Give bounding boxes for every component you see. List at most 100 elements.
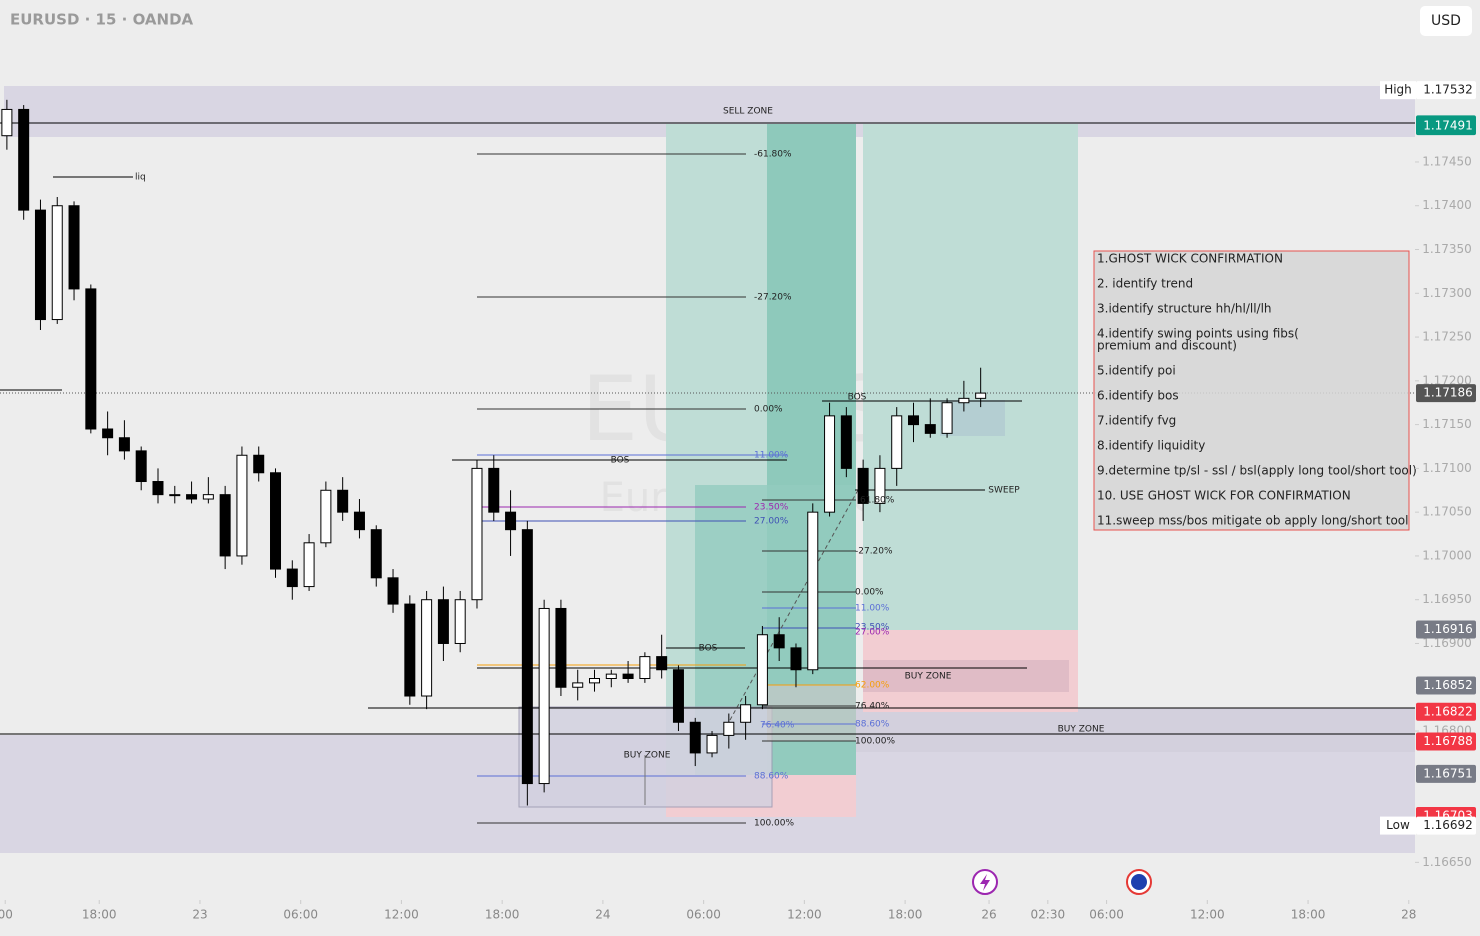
candle-body <box>941 402 953 434</box>
x-tick-label: 28 <box>1401 908 1416 922</box>
candle-body <box>320 489 332 544</box>
candle-body <box>270 472 282 570</box>
candle-body <box>387 577 399 605</box>
y-tick-label: 1.17200 <box>1422 373 1472 387</box>
price-badge-label: 1.16916 <box>1423 622 1473 636</box>
y-tick-label: 1.17450 <box>1422 154 1472 168</box>
y-tick-label: 1.17000 <box>1422 548 1472 562</box>
x-tick-label: 18:00 <box>82 908 117 922</box>
currency-button[interactable] <box>1420 6 1472 36</box>
candle-body <box>656 656 668 671</box>
annotation: SWEEP <box>988 486 1020 496</box>
price-badge <box>1416 676 1476 695</box>
candle-body <box>421 599 433 697</box>
fib-label: 27.00% <box>754 517 789 527</box>
candle-body <box>353 511 365 531</box>
fib-label: 0.00% <box>855 588 884 598</box>
symbol-title: EURUSD · 15 · OANDA <box>10 11 194 29</box>
candle-body <box>891 415 903 469</box>
note-line: 6.identify bos <box>1097 389 1179 403</box>
candle-body <box>152 481 164 496</box>
x-tick-label: 12:00 <box>384 908 419 922</box>
candle-body <box>219 494 231 557</box>
fib-trend <box>729 489 859 721</box>
candle-body <box>555 607 567 688</box>
x-tick-label: 06:00 <box>283 908 318 922</box>
candle-body <box>740 704 752 723</box>
currency-button-label[interactable]: USD <box>1431 13 1461 29</box>
price-badge <box>1416 702 1476 721</box>
y-tick-label: 1.17100 <box>1422 461 1472 475</box>
x-tick-label: 18:00 <box>1291 908 1326 922</box>
candle-body <box>773 634 785 649</box>
x-tick-label: 26 <box>981 908 996 922</box>
notes-box <box>1093 250 1410 531</box>
x-tick-label: 24 <box>595 908 610 922</box>
candle-body <box>589 678 601 684</box>
candle-body <box>975 392 987 399</box>
candle-body <box>857 467 869 504</box>
candle-body <box>572 682 584 688</box>
fib-label: -27.20% <box>855 547 893 557</box>
buy-zone <box>863 660 1069 692</box>
price-badge <box>1416 620 1476 639</box>
y-tick-label: 1.17150 <box>1422 417 1472 431</box>
candle-body <box>437 599 449 644</box>
note-line: 5.identify poi <box>1097 364 1176 378</box>
notes: 1.GHOST WICK CONFIRMATION 2. identify tre… <box>1097 252 1417 528</box>
annotation: BUY ZONE <box>1058 725 1105 735</box>
price-tag: Low <box>1386 818 1410 832</box>
candle-body <box>790 647 802 671</box>
note-line: 10. USE GHOST WICK FOR CONFIRMATION <box>1097 489 1351 503</box>
candle-body <box>34 209 46 321</box>
price-badge-label: 1.16692 <box>1423 818 1473 832</box>
candle-body <box>874 467 886 504</box>
candle-body <box>337 489 349 513</box>
y-tick-label: 1.17250 <box>1422 330 1472 344</box>
candle-body <box>169 494 181 497</box>
price-badge-label: 1.16788 <box>1423 734 1473 748</box>
note-line: 4.identify swing points using fibs( <box>1097 327 1299 341</box>
price-tag: High <box>1384 83 1412 97</box>
fib-label: 23.50% <box>754 503 789 513</box>
y-tick-label: 1.17050 <box>1422 505 1472 519</box>
annotation: liq <box>135 173 146 183</box>
candle-body <box>471 467 483 601</box>
candle-body <box>404 603 416 697</box>
annotation: BOS <box>611 456 630 466</box>
fib-label: 100.00% <box>855 737 895 747</box>
note-line: 9.determine tp/sl - ssl / bsl(apply long… <box>1097 464 1417 478</box>
candle-body <box>706 734 718 754</box>
y-tick-label: 1.16950 <box>1422 592 1472 606</box>
candle-body <box>68 205 80 290</box>
candle-body <box>639 656 651 680</box>
candle-body <box>202 494 214 500</box>
candle-body <box>605 673 617 680</box>
x-tick-label: 12:00 <box>1190 908 1225 922</box>
candle-body <box>689 721 701 754</box>
ob <box>767 685 856 741</box>
candle-body <box>135 450 147 483</box>
y-tick-label: 1.17300 <box>1422 286 1472 300</box>
price-badge <box>1416 732 1476 751</box>
fib-label: -61.80% <box>754 150 792 160</box>
candle-body <box>488 467 500 513</box>
price-badge <box>1416 117 1476 136</box>
candle-body <box>286 568 298 588</box>
x-tick-label: 02:30 <box>1031 908 1066 922</box>
candle-body <box>18 108 30 211</box>
buy-zone <box>855 708 1415 752</box>
fib-label: 88.60% <box>855 720 890 730</box>
candle-body <box>454 599 466 644</box>
price-badge-label: 1.17491 <box>1423 119 1473 133</box>
x-tick-label: 18:00 <box>888 908 923 922</box>
note-line: 7.identify fvg <box>1097 414 1176 428</box>
fib-label: 11.00% <box>855 604 890 614</box>
candle-body <box>622 673 634 680</box>
candle-body <box>924 424 936 434</box>
note-line: 3.identify structure hh/hl/ll/lh <box>1097 302 1272 316</box>
price-badge-label: 1.16822 <box>1423 704 1473 718</box>
fib-label: 27.00% <box>855 628 890 638</box>
price-labels: 1.17532High1.174931.174921.174911.171861… <box>1380 81 1476 835</box>
